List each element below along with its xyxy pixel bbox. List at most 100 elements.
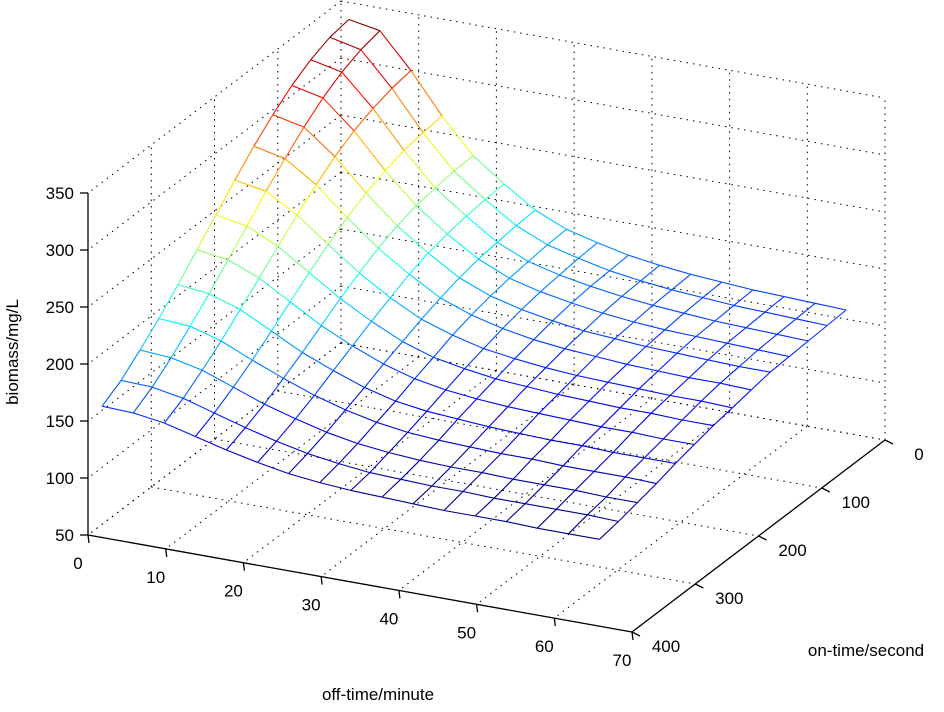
- surface-segment: [384, 170, 417, 207]
- surface-segment: [659, 264, 691, 275]
- surface-segment: [712, 407, 733, 427]
- y-tick-mark: [821, 487, 831, 493]
- surface-segment: [369, 452, 390, 473]
- surface-segment: [571, 285, 591, 304]
- surface-segment: [376, 400, 397, 423]
- surface-segment: [632, 431, 664, 440]
- surface-segment: [526, 367, 547, 387]
- surface-segment: [695, 335, 728, 344]
- surface-segment: [745, 327, 778, 335]
- surface-segment: [681, 400, 702, 421]
- x-tick-mark: [631, 631, 634, 641]
- surface-segment: [450, 466, 483, 474]
- surface-segment: [550, 439, 583, 447]
- back-wall-grid-line: [340, 228, 886, 327]
- surface-segment: [609, 254, 629, 272]
- surface-segment: [419, 439, 440, 461]
- floor-grid-line: [476, 411, 730, 605]
- surface-segment: [552, 302, 572, 322]
- surface-segment: [650, 395, 671, 414]
- surface-segment: [384, 150, 405, 171]
- x-tick-label: 40: [379, 609, 398, 628]
- surface-segment: [576, 374, 609, 383]
- surface-segment: [483, 328, 503, 349]
- surface-segment: [302, 352, 334, 372]
- surface-segment: [265, 158, 286, 192]
- surface-segment: [158, 317, 191, 327]
- surface-segment: [265, 190, 298, 216]
- surface-segment: [196, 249, 229, 261]
- surface-segment: [484, 183, 505, 200]
- surface-segment: [509, 277, 541, 293]
- z-axis-label: biomass/mg/L: [3, 299, 22, 405]
- surface-segment: [383, 363, 415, 380]
- surface-segment: [341, 71, 374, 109]
- surface-segment: [433, 334, 453, 358]
- surface-segment: [408, 252, 429, 275]
- surface-segment: [346, 217, 379, 249]
- surface-segment: [341, 49, 362, 73]
- surface-segment: [545, 348, 566, 369]
- surface-segment: [395, 378, 416, 402]
- surface-segment: [578, 242, 598, 259]
- surface-mesh: [101, 18, 847, 540]
- surface-segment: [726, 342, 759, 351]
- x-tick-label: 60: [535, 637, 554, 656]
- surface-segment: [505, 503, 526, 523]
- surface-segment: [245, 427, 277, 442]
- surface-segment: [656, 463, 676, 484]
- surface-segment: [434, 170, 455, 189]
- surface-segment: [576, 356, 597, 376]
- surface-segment: [346, 192, 367, 218]
- surface-segment: [291, 59, 312, 86]
- surface-segment: [500, 433, 521, 454]
- surface-segment: [244, 403, 265, 428]
- surface-segment: [537, 527, 569, 535]
- surface-segment: [733, 304, 766, 313]
- tick-labels: 0 10 20 30 40 50 60 70 0 100 200 300 400 50 100 150 200 2…: [46, 184, 924, 670]
- surface-segment: [588, 400, 621, 409]
- surface-segment: [227, 259, 260, 279]
- surface-segment: [233, 386, 265, 405]
- surface-segment: [170, 357, 203, 371]
- surface-segment: [469, 446, 502, 455]
- surface-segment: [465, 215, 498, 243]
- surface-segment: [348, 18, 381, 32]
- surface-segment: [450, 446, 471, 468]
- surface-segment: [465, 199, 486, 217]
- surface-segment: [389, 273, 410, 299]
- surface-segment: [400, 478, 433, 487]
- surface-segment: [239, 277, 260, 310]
- surface-segment: [329, 19, 350, 38]
- x-tick-mark: [242, 562, 246, 571]
- surface-segment: [415, 205, 448, 235]
- surface-segment: [555, 489, 576, 510]
- surface-segment: [721, 281, 754, 291]
- surface-segment: [512, 458, 533, 480]
- surface-segment: [381, 478, 402, 498]
- surface-segment: [720, 382, 752, 391]
- surface-segment: [521, 308, 553, 322]
- floor-grid-line: [243, 370, 497, 564]
- surface-segment: [757, 333, 778, 351]
- surface-segment: [564, 348, 596, 358]
- surface-segment: [484, 199, 517, 227]
- surface-segment: [519, 432, 552, 441]
- surface-segment: [139, 349, 172, 359]
- surface-segment: [414, 378, 446, 391]
- surface-segment: [557, 393, 590, 402]
- surface-segment: [535, 209, 567, 230]
- surface-segment: [379, 30, 412, 71]
- surface-segment: [327, 244, 360, 274]
- side-wall-grid-line: [87, 114, 342, 308]
- surface-segment: [564, 330, 585, 350]
- surface-segment: [688, 359, 709, 379]
- surface-segment: [388, 451, 420, 461]
- surface-segment: [488, 426, 521, 435]
- surface-segment: [490, 295, 522, 311]
- surface-segment: [488, 406, 509, 428]
- surface-segment: [769, 356, 790, 373]
- surface-segment: [339, 298, 372, 322]
- surface-segment: [536, 508, 557, 529]
- side-wall-grid-line: [87, 57, 342, 251]
